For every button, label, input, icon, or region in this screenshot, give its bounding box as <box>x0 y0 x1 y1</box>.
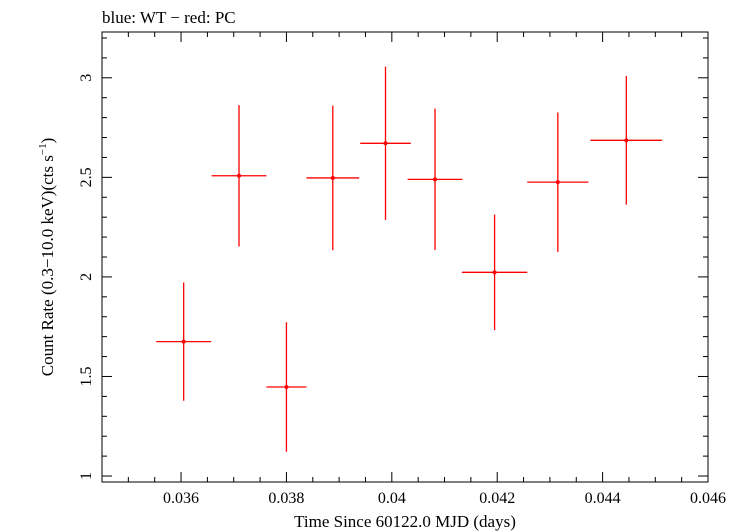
y-tick-label: 1 <box>78 472 95 480</box>
x-axis-label: Time Since 60122.0 MJD (days) <box>294 512 516 531</box>
axis-ticks <box>102 32 709 482</box>
x-tick-label: 0.036 <box>163 490 199 507</box>
data-points <box>156 66 663 452</box>
y-tick-label: 2 <box>78 273 95 281</box>
x-tick-label: 0.046 <box>690 490 726 507</box>
data-point <box>266 322 307 452</box>
x-tick-labels: 0.036 0.038 0.04 0.042 0.044 0.046 <box>163 490 726 507</box>
data-point <box>590 76 663 205</box>
x-tick-label: 0.038 <box>268 490 304 507</box>
data-point <box>527 112 589 252</box>
point-marker <box>284 385 289 390</box>
x-tick-label: 0.042 <box>479 490 515 507</box>
y-tick-label: 1.5 <box>78 366 95 386</box>
point-marker <box>555 180 560 185</box>
data-point <box>211 105 267 247</box>
y-axis-label-sup: −1 <box>37 143 49 155</box>
data-point <box>407 108 463 251</box>
point-marker <box>492 270 497 275</box>
point-marker <box>624 138 629 143</box>
data-point <box>360 66 411 220</box>
x-tick-label: 0.044 <box>585 490 621 507</box>
data-point <box>306 105 360 251</box>
y-axis-label: Count Rate (0.3−10.0 keV)(cts s−1) <box>37 138 57 377</box>
point-marker <box>181 339 186 344</box>
data-point <box>156 282 212 401</box>
data-point <box>461 214 528 331</box>
point-marker <box>383 141 388 146</box>
y-axis-label-main: Count Rate (0.3−10.0 keV)(cts s <box>38 155 57 376</box>
y-axis-label-end: ) <box>38 138 57 144</box>
x-tick-label: 0.04 <box>378 490 406 507</box>
chart-title: blue: WT − red: PC <box>102 8 236 27</box>
y-tick-label: 2.5 <box>78 167 95 187</box>
y-tick-labels: 1 1.5 2 2.5 3 <box>78 74 95 480</box>
y-tick-label: 3 <box>78 74 95 82</box>
point-marker <box>433 177 438 182</box>
plot-frame <box>101 31 709 483</box>
point-marker <box>330 175 335 180</box>
point-marker <box>237 173 242 178</box>
